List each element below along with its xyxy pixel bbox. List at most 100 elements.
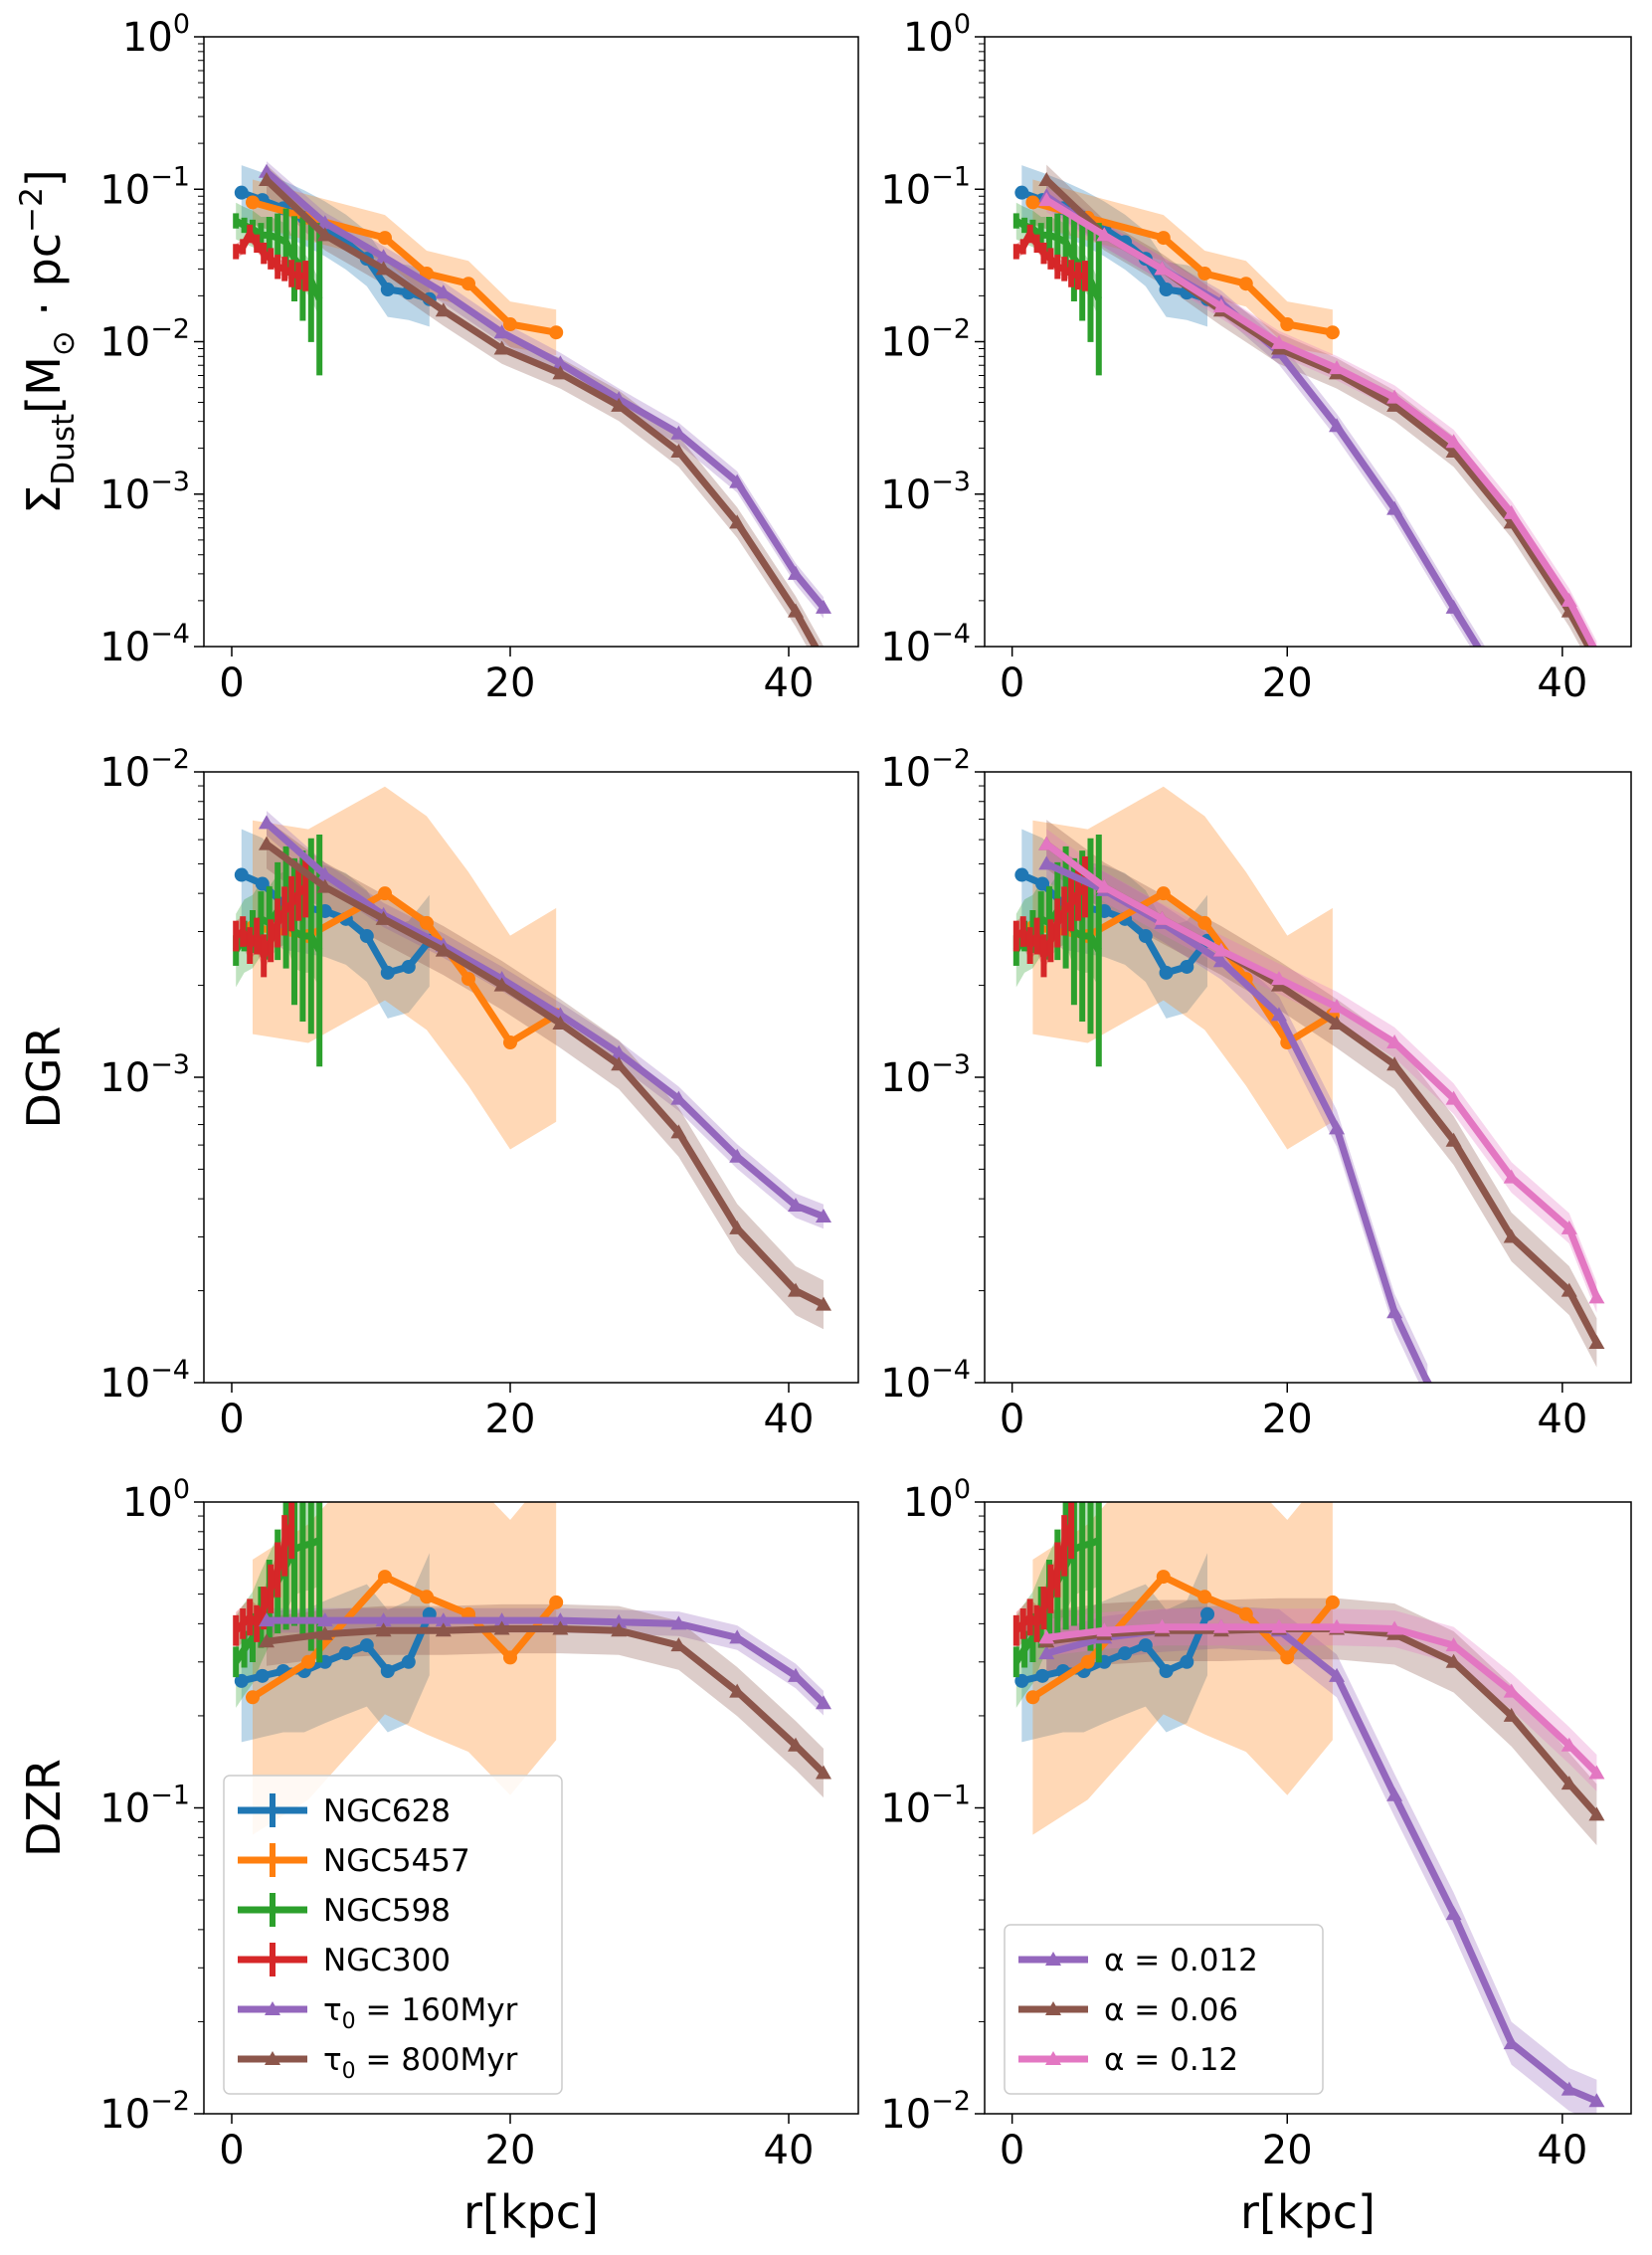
point-ngc5457 <box>1325 325 1340 340</box>
plot-area <box>1012 164 1597 647</box>
point-0-160myr <box>259 163 275 178</box>
point-0-12 <box>1154 910 1171 925</box>
legend-item-ngc5457: NGC5457 <box>238 1843 470 1879</box>
point-0-800myr <box>552 365 569 380</box>
point-0-012 <box>1503 2035 1520 2050</box>
x-tick-label: 40 <box>764 660 815 706</box>
point-0-12 <box>1386 1034 1403 1049</box>
point-0-12 <box>1096 1622 1113 1637</box>
point-0-160myr <box>493 324 510 339</box>
point-0-12 <box>1154 261 1171 276</box>
point-0-12 <box>1386 389 1403 404</box>
point-0-12 <box>1270 334 1287 349</box>
y-tick-label: 10−4 <box>99 1355 190 1407</box>
band-ngc5457 <box>1032 1502 1333 1835</box>
point-0-800myr <box>670 444 687 459</box>
y-tick-label: 10−2 <box>880 744 971 796</box>
point-0-12 <box>1329 999 1346 1014</box>
point-0-06 <box>1329 1015 1346 1030</box>
point-0-12 <box>1270 971 1287 986</box>
point-0-12 <box>1445 1637 1462 1652</box>
series-0-12 <box>1038 1618 1605 1780</box>
legend-item-0-06: α = 0.06 <box>1018 1992 1238 2028</box>
band-ngc628 <box>241 1553 430 1743</box>
point-0-12 <box>1038 1629 1055 1644</box>
point-0-160myr <box>788 1667 804 1682</box>
y-tick-label: 100 <box>903 9 971 61</box>
point-ngc628 <box>1118 1646 1133 1661</box>
point-0-012 <box>1386 500 1403 515</box>
x-tick-label: 40 <box>1537 2128 1587 2173</box>
point-0-800myr <box>816 654 831 667</box>
point-0-06 <box>1560 1776 1577 1790</box>
point-ngc628 <box>1138 1638 1153 1653</box>
point-0-160myr <box>316 215 333 230</box>
point-0-12 <box>1445 1090 1462 1105</box>
x-tick-label: 40 <box>764 2128 815 2173</box>
series-ngc300 <box>233 855 309 978</box>
series-0-800myr <box>259 1620 831 1780</box>
point-0-06 <box>1445 1653 1462 1668</box>
point-0-800myr <box>435 302 452 317</box>
point-0-800myr <box>259 1633 275 1648</box>
point-0-06 <box>1503 1228 1520 1243</box>
point-0-12 <box>1038 836 1055 850</box>
x-tick-label: 20 <box>1262 660 1313 706</box>
point-0-800myr <box>729 1220 746 1234</box>
point-0-06 <box>1588 1334 1605 1349</box>
y-tick-label: 100 <box>122 1474 190 1526</box>
point-0-12 <box>1212 298 1229 313</box>
point-0-800myr <box>729 1683 746 1698</box>
point-0-12 <box>1270 1618 1287 1633</box>
point-ngc628 <box>1014 867 1029 882</box>
legend-label: τ0 = 800Myr <box>323 2042 518 2084</box>
band-ngc628 <box>1021 1553 1207 1743</box>
point-0-012 <box>1270 1007 1287 1022</box>
y-tick-label: 10−4 <box>880 619 971 670</box>
y-tick-label: 10−3 <box>99 1049 190 1101</box>
point-0-800myr <box>670 1124 687 1139</box>
point-ngc628 <box>255 876 270 891</box>
y-axis-label: ΣDust[M⊙ · pc−2] <box>14 169 82 514</box>
point-0-800myr <box>788 1282 804 1297</box>
point-0-12 <box>1445 434 1462 449</box>
point-ngc628 <box>359 929 374 944</box>
legend-item-ngc300: NGC300 <box>238 1943 451 1978</box>
legend-item-0-800myr: τ0 = 800Myr <box>238 2042 518 2084</box>
point-ngc5457 <box>420 1590 434 1604</box>
band-ngc5457 <box>253 1502 557 1835</box>
band-0-800myr <box>267 820 824 1330</box>
point-0-800myr <box>611 397 628 412</box>
point-ngc5457 <box>378 886 392 901</box>
point-ngc628 <box>401 1654 416 1669</box>
point-ngc628 <box>1035 1668 1050 1683</box>
x-tick-label: 0 <box>219 2128 244 2173</box>
line-ngc628 <box>240 189 431 303</box>
point-0-12 <box>1038 192 1055 207</box>
point-0-06 <box>1445 1132 1462 1147</box>
point-0-160myr <box>788 565 804 580</box>
point-0-012 <box>1445 599 1462 614</box>
x-tick-label: 20 <box>485 1397 536 1442</box>
point-ngc5457 <box>420 915 434 930</box>
y-tick-label: 10−3 <box>880 1049 971 1101</box>
legend-label: NGC598 <box>323 1893 451 1929</box>
band-0-12 <box>1046 1608 1597 1791</box>
legend-item-0-12: α = 0.12 <box>1018 2042 1238 2078</box>
series-0-12 <box>1038 192 1597 647</box>
point-0-800myr <box>316 1625 333 1640</box>
y-tick-label: 10−3 <box>880 467 971 518</box>
legend: α = 0.012 α = 0.06 α = 0.12 <box>1004 1924 1324 2095</box>
legend-label: α = 0.012 <box>1104 1943 1258 1978</box>
plot-area <box>1012 786 1605 1383</box>
point-ngc5457 <box>1325 1595 1340 1609</box>
point-ngc628 <box>1159 1663 1174 1678</box>
x-tick-label: 40 <box>1537 1397 1587 1442</box>
y-tick-label: 10−2 <box>880 2086 971 2138</box>
x-tick-label: 20 <box>1262 1397 1313 1442</box>
x-tick-label: 20 <box>485 660 536 706</box>
point-0-800myr <box>316 227 333 242</box>
series-ngc300 <box>233 1502 295 1646</box>
y-tick-label: 100 <box>903 1474 971 1526</box>
